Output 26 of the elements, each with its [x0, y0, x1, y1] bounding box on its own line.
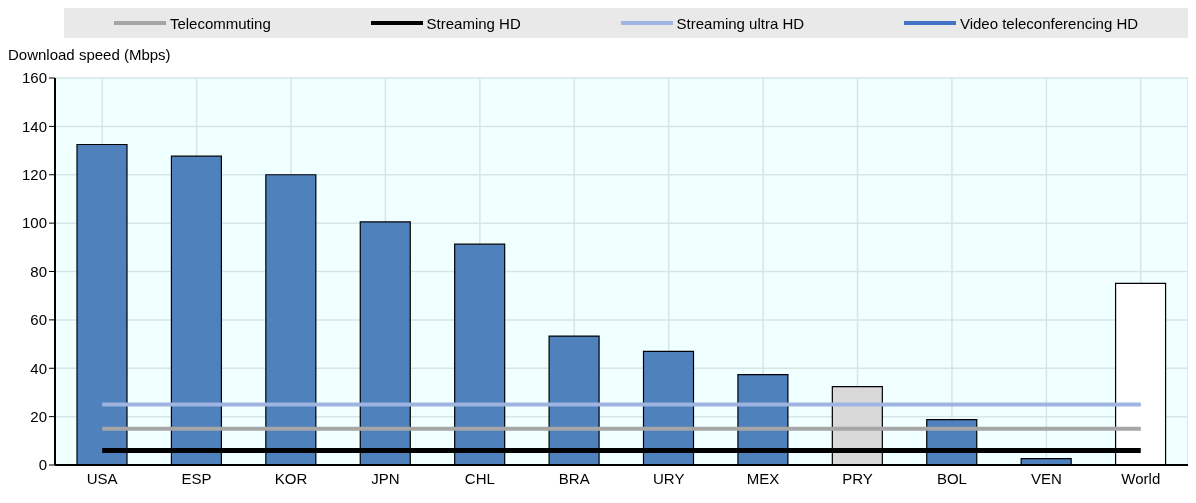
x-tick-label: URY: [653, 469, 685, 487]
y-tick-label: 0: [38, 456, 47, 474]
x-tick-label: PRY: [842, 469, 873, 487]
x-tick-label: BRA: [558, 469, 590, 487]
x-tick-label: USA: [86, 469, 118, 487]
legend-label: Video teleconferencing HD: [959, 14, 1139, 32]
x-tick-label: KOR: [274, 469, 308, 487]
y-tick-label: 20: [30, 407, 47, 425]
y-tick-label: 60: [30, 311, 47, 329]
x-tick-label: ESP: [181, 469, 212, 487]
y-tick-label: 80: [30, 262, 47, 280]
legend-label: Streaming ultra HD: [676, 14, 805, 32]
legend-label: Streaming HD: [426, 14, 521, 32]
y-tick-label: 140: [21, 117, 47, 135]
y-tick-label: 120: [21, 166, 47, 184]
x-tick-label: VEN: [1030, 469, 1062, 487]
x-tick-label: JPN: [371, 469, 400, 487]
legend-label: Telecommuting: [169, 14, 271, 32]
y-tick-label: 160: [21, 69, 47, 87]
x-tick-label: World: [1121, 469, 1161, 487]
y-tick-label: 100: [21, 214, 47, 232]
x-tick-label: BOL: [936, 469, 967, 487]
y-tick-label: 40: [30, 359, 47, 377]
x-tick-label: MEX: [746, 469, 780, 487]
x-tick-label: CHL: [464, 469, 495, 487]
y-axis-title: Download speed (Mbps): [8, 45, 172, 65]
